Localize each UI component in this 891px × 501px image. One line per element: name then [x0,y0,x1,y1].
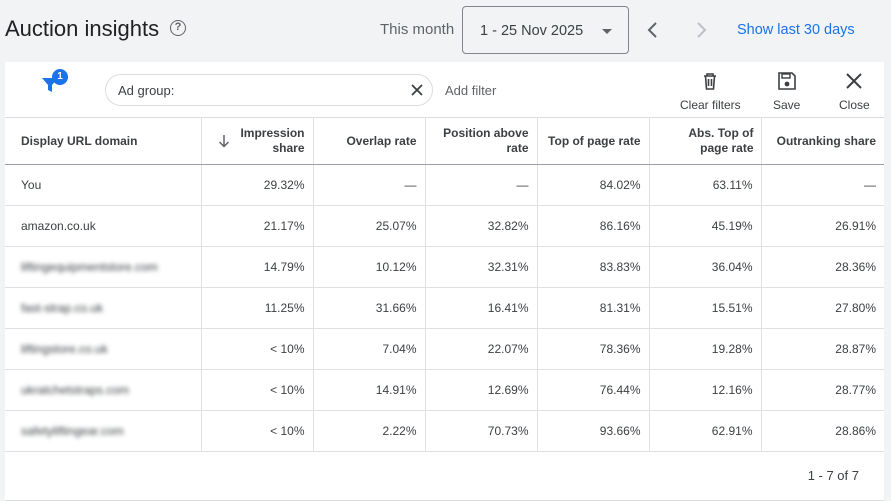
close-label: Close [839,98,870,112]
metric-cell: 70.73% [425,410,538,452]
metric-cell: — [761,164,884,206]
domain-cell: liftingstore.co.uk [5,328,202,370]
column-header-label: Abs. Top of page rate [688,126,754,155]
metric-cell: — [425,164,538,206]
table-row: amazon.co.uk 21.17% 25.07% 32.82% 86.16% 45.1… [5,205,884,247]
metric-cell: 27.80% [761,287,884,329]
dropdown-caret-icon [602,29,612,34]
metric-cell: 36.04% [649,246,762,288]
metric-cell: 45.19% [649,205,762,247]
domain-cell: liftingequipmentstore.com [5,246,202,288]
close-button[interactable]: Close [839,70,870,112]
metric-cell: 83.83% [537,246,650,288]
page-title: Auction insights [5,16,160,41]
metric-cell: < 10% [201,369,314,411]
domain-cell: ukratchetstraps.com [5,369,202,411]
table-row: safetyliftingear.com < 10% 2.22% 70.73% 93.6… [5,410,884,452]
metric-cell: 16.41% [425,287,538,329]
date-range-value: 1 - 25 Nov 2025 [480,23,584,39]
metric-cell: 14.91% [313,369,426,411]
table-row: You 29.32% — —84.02% 63.11% — [5,164,884,206]
metric-cell: 62.91% [649,410,762,452]
domain-cell: You [5,164,202,206]
metric-cell: 28.86% [761,410,884,452]
metric-cell: 11.25% [201,287,314,329]
metric-cell: 76.44% [537,369,650,411]
chevron-left-icon [647,22,657,38]
filter-toolbar: 1 Ad group: Add filter Clear filters Sav… [5,62,884,117]
metric-cell: 28.36% [761,246,884,288]
remove-filter-icon[interactable] [410,83,424,97]
close-icon [846,73,863,89]
metric-cell: 2.22% [313,410,426,452]
metric-cell: < 10% [201,410,314,452]
metric-cell: 28.77% [761,369,884,411]
metric-cell: 26.91% [761,205,884,247]
metric-cell: 29.32% [201,164,314,206]
metric-cell: 19.28% [649,328,762,370]
metric-cell: 32.31% [425,246,538,288]
column-header-label: Position above rate [443,126,529,155]
domain-cell: amazon.co.uk [5,205,202,247]
table-row: liftingequipmentstore.com 14.79% 10.12% 32.… [5,246,884,288]
metric-cell: 14.79% [201,246,314,288]
table-row: liftingstore.co.uk < 10% 7.04% 22.07% 78.36%… [5,328,884,370]
help-icon[interactable]: ? [170,20,186,36]
metric-cell: 84.02% [537,164,650,206]
sort-descending-icon [218,135,229,148]
metric-cell: 22.07% [425,328,538,370]
metric-cell: 15.51% [649,287,762,329]
column-header-overlap-rate[interactable]: Overlap rate [313,117,426,165]
pagination-info: 1 - 7 of 7 [807,468,859,483]
page-header: Auction insights ? This month 1 - 25 Nov… [0,0,891,62]
metric-cell: 7.04% [313,328,426,370]
column-header-abs-top-of-page-rate[interactable]: Abs. Top of page rate [649,117,762,165]
metric-cell: < 10% [201,328,314,370]
metric-cell: 86.16% [537,205,650,247]
column-header-position-above-rate[interactable]: Position above rate [425,117,538,165]
next-period-button[interactable] [689,18,713,42]
column-header-outranking-share[interactable]: Outranking share [761,117,884,165]
add-filter-button[interactable]: Add filter [445,83,497,98]
metric-cell: 32.82% [425,205,538,247]
metric-cell: 63.11% [649,164,762,206]
auction-insights-table: Display URL domain Impression share Over… [5,117,884,452]
clear-filters-button[interactable]: Clear filters [680,70,741,112]
previous-period-button[interactable] [641,18,665,42]
table-row: fast-strap.co.uk 11.25% 31.66% 16.41% 81.31%… [5,287,884,329]
filter-count-badge: 1 [52,69,68,85]
date-range-selector[interactable]: 1 - 25 Nov 2025 [462,6,629,54]
column-header-label: Impression share [240,126,305,155]
metric-cell: — [313,164,426,206]
table-row: ukratchetstraps.com < 10% 14.91% 12.69% 76.4… [5,369,884,411]
chevron-right-icon [697,22,707,38]
metric-cell: 25.07% [313,205,426,247]
filter-chip-label: Ad group: [118,83,175,98]
save-icon [777,72,796,90]
domain-cell: fast-strap.co.uk [5,287,202,329]
metric-cell: 28.87% [761,328,884,370]
column-header-top-of-page-rate[interactable]: Top of page rate [537,117,650,165]
auction-insights-card: 1 Ad group: Add filter Clear filters Sav… [5,62,884,501]
period-label: This month [380,21,455,38]
clear-filters-label: Clear filters [680,98,741,112]
ad-group-filter-chip[interactable]: Ad group: [105,74,433,106]
metric-cell: 12.16% [649,369,762,411]
metric-cell: 78.36% [537,328,650,370]
metric-cell: 10.12% [313,246,426,288]
metric-cell: 12.69% [425,369,538,411]
metric-cell: 21.17% [201,205,314,247]
show-last-30-days-link[interactable]: Show last 30 days [737,22,855,38]
save-button[interactable]: Save [773,70,800,112]
column-header-display-url-domain[interactable]: Display URL domain [5,117,202,165]
save-label: Save [773,98,801,112]
domain-cell: safetyliftingear.com [5,410,202,452]
trash-icon [704,73,717,90]
column-header-impression-share[interactable]: Impression share [201,117,314,165]
metric-cell: 31.66% [313,287,426,329]
metric-cell: 93.66% [537,410,650,452]
metric-cell: 81.31% [537,287,650,329]
table-header-row: Display URL domain Impression share Over… [5,117,884,165]
